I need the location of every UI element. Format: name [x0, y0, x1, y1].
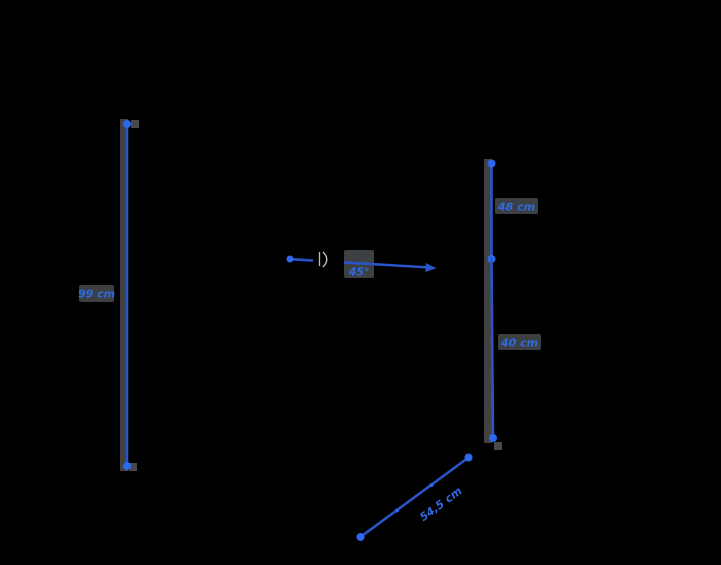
- diagonal-measurement[interactable]: 54,5 cm: [356, 453, 473, 542]
- label-box: [498, 334, 541, 350]
- midpoint-dot[interactable]: [395, 508, 399, 513]
- selection-highlight: [120, 119, 128, 471]
- measure-line[interactable]: [359, 456, 470, 539]
- midpoint-dot[interactable]: [429, 483, 434, 487]
- measure-label[interactable]: 40 cm: [500, 337, 538, 350]
- label-box: [495, 198, 538, 214]
- endpoint-dot[interactable]: [123, 462, 131, 470]
- resize-handle[interactable]: [131, 120, 139, 128]
- measure-line[interactable]: [343, 261, 432, 269]
- right-lower-measurement[interactable]: 40 cm: [489, 257, 541, 450]
- measure-line[interactable]: [289, 257, 314, 262]
- measure-label[interactable]: 45°: [348, 266, 370, 279]
- left-height-measurement[interactable]: 99 cm: [78, 119, 139, 471]
- arrowhead-icon: [425, 263, 437, 273]
- endpoint-dot[interactable]: [489, 434, 497, 442]
- endpoint-dot[interactable]: [487, 159, 496, 168]
- endpoint-dot[interactable]: [286, 255, 294, 263]
- measure-line[interactable]: [490, 257, 495, 440]
- angle-arc-icon: [322, 251, 328, 268]
- label-box: [79, 285, 114, 302]
- endpoint-dot[interactable]: [356, 533, 365, 541]
- angle-arrow-measurement[interactable]: 45°: [286, 250, 437, 279]
- resize-handle[interactable]: [129, 463, 137, 471]
- measure-label[interactable]: 99 cm: [78, 288, 115, 301]
- measure-label[interactable]: 48 cm: [497, 201, 535, 214]
- selection-highlight: [484, 159, 492, 443]
- endpoint-dot[interactable]: [464, 453, 473, 462]
- endpoint-dot[interactable]: [123, 120, 131, 128]
- resize-handle[interactable]: [494, 442, 502, 450]
